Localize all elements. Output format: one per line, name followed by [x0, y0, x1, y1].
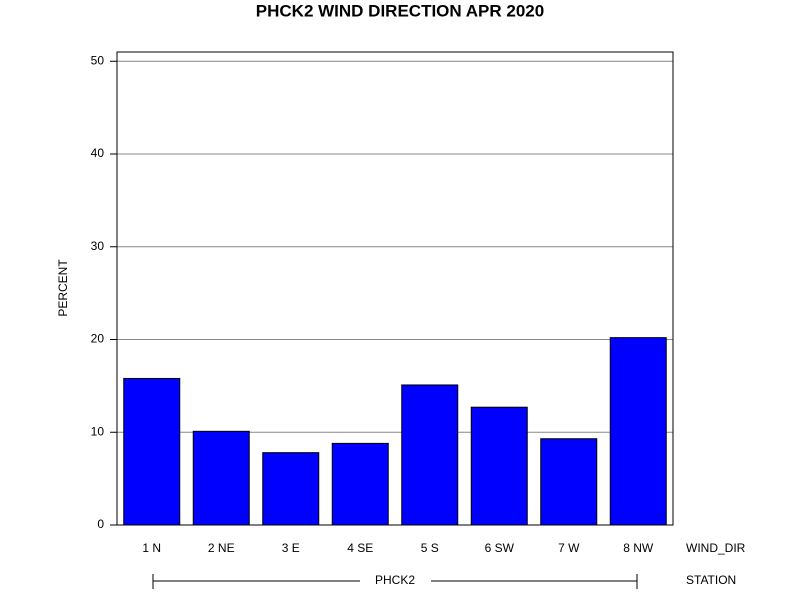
group-axis-label: STATION: [686, 573, 736, 587]
bar: [123, 377, 181, 526]
y-tick-label: 20: [91, 332, 105, 346]
x-tick-label: 7 W: [558, 541, 580, 555]
x-tick-label: 8 NW: [623, 541, 654, 555]
bar: [401, 384, 459, 526]
y-axis-label: PERCENT: [56, 259, 70, 317]
y-tick-label: 40: [91, 146, 105, 160]
y-tick-label: 30: [91, 239, 105, 253]
bar: [192, 430, 250, 526]
bar: [470, 406, 528, 526]
x-tick-label: 2 NE: [208, 541, 235, 555]
y-tick-label: 10: [91, 424, 105, 438]
plot-frame: [116, 51, 674, 526]
x-axis-label: WIND_DIR: [686, 541, 746, 555]
chart-title: PHCK2 WIND DIRECTION APR 2020: [256, 1, 544, 20]
bar: [262, 452, 320, 526]
x-tick-label: 5 S: [421, 541, 439, 555]
x-tick-label: 3 E: [282, 541, 300, 555]
x-tick-label: 6 SW: [485, 541, 515, 555]
y-tick-label: 50: [91, 53, 105, 67]
group-label: PHCK2: [375, 573, 415, 587]
x-tick-label: 1 N: [142, 541, 161, 555]
x-tick-label: 4 SE: [347, 541, 373, 555]
bar: [609, 337, 667, 526]
bar: [540, 438, 598, 526]
bar: [331, 442, 389, 526]
y-tick-label: 0: [97, 517, 104, 531]
